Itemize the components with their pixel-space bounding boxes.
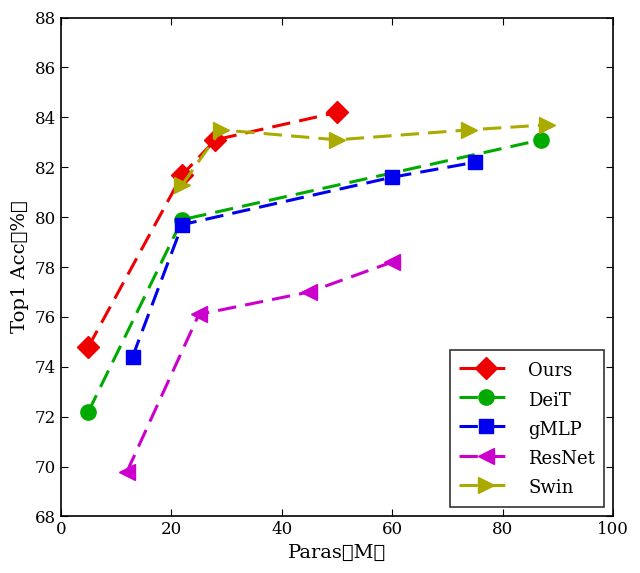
DeiT: [179, 216, 186, 223]
ResNet: [388, 258, 396, 265]
Swin: [333, 136, 340, 143]
ResNet: [195, 311, 203, 318]
ResNet: [305, 289, 313, 296]
Swin: [179, 181, 186, 188]
ResNet: [123, 468, 131, 475]
Ours: [333, 109, 340, 116]
Ours: [84, 343, 92, 350]
Ours: [212, 136, 220, 143]
Swin: [543, 121, 550, 128]
gMLP: [179, 221, 186, 228]
gMLP: [129, 354, 136, 360]
Line: gMLP: gMLP: [125, 155, 482, 364]
Ours: [179, 171, 186, 178]
Line: Swin: Swin: [175, 117, 554, 193]
Legend: Ours, DeiT, gMLP, ResNet, Swin: Ours, DeiT, gMLP, ResNet, Swin: [451, 350, 604, 508]
DeiT: [84, 409, 92, 415]
Swin: [217, 127, 225, 134]
Y-axis label: Top1 Acc（%）: Top1 Acc（%）: [11, 201, 29, 333]
gMLP: [388, 174, 396, 180]
X-axis label: Paras（M）: Paras（M）: [288, 544, 386, 562]
Line: DeiT: DeiT: [81, 132, 549, 419]
Line: ResNet: ResNet: [118, 254, 401, 480]
gMLP: [471, 159, 479, 166]
Line: Ours: Ours: [81, 105, 344, 355]
Swin: [465, 127, 473, 134]
DeiT: [538, 136, 545, 143]
